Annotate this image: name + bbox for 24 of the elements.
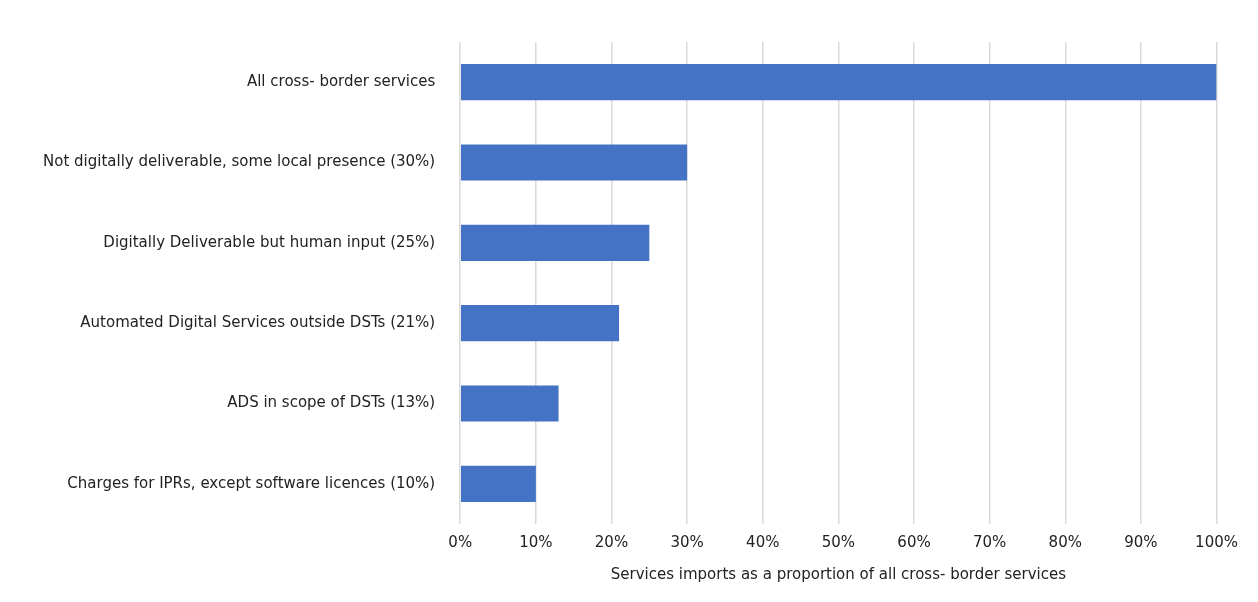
x-tick-label: 90% <box>1124 532 1158 551</box>
x-tick-label: 60% <box>897 532 931 551</box>
bar <box>460 465 536 502</box>
bar <box>460 144 688 181</box>
bar <box>460 64 1217 101</box>
y-tick-label: Digitally Deliverable but human input (25%) <box>103 232 436 251</box>
x-axis-title: Services imports as a proportion of all cross- border services <box>610 564 1067 583</box>
x-tick-label: 0% <box>448 532 473 551</box>
x-tick-label: 100% <box>1195 532 1238 551</box>
x-tick-label: 70% <box>972 532 1007 551</box>
y-tick-label: Charges for IPRs, except software licences (10%) <box>67 473 436 492</box>
bar <box>460 305 620 342</box>
y-tick-label: All cross- border services <box>246 72 436 91</box>
x-tick-label: 80% <box>1048 532 1082 551</box>
x-tick-label: 20% <box>594 532 629 551</box>
bar <box>460 224 650 261</box>
x-tick-label: 40% <box>746 532 780 551</box>
x-tick-label: 10% <box>519 532 553 551</box>
x-tick-label: 30% <box>670 532 704 551</box>
x-tick-label: 50% <box>821 532 856 551</box>
bar <box>460 385 559 422</box>
y-tick-label: ADS in scope of DSTs (13%) <box>227 393 436 412</box>
y-tick-label: Automated Digital Services outside DSTs (21%) <box>80 313 436 332</box>
y-tick-label: Not digitally deliverable, some local presence (30%) <box>42 152 436 171</box>
